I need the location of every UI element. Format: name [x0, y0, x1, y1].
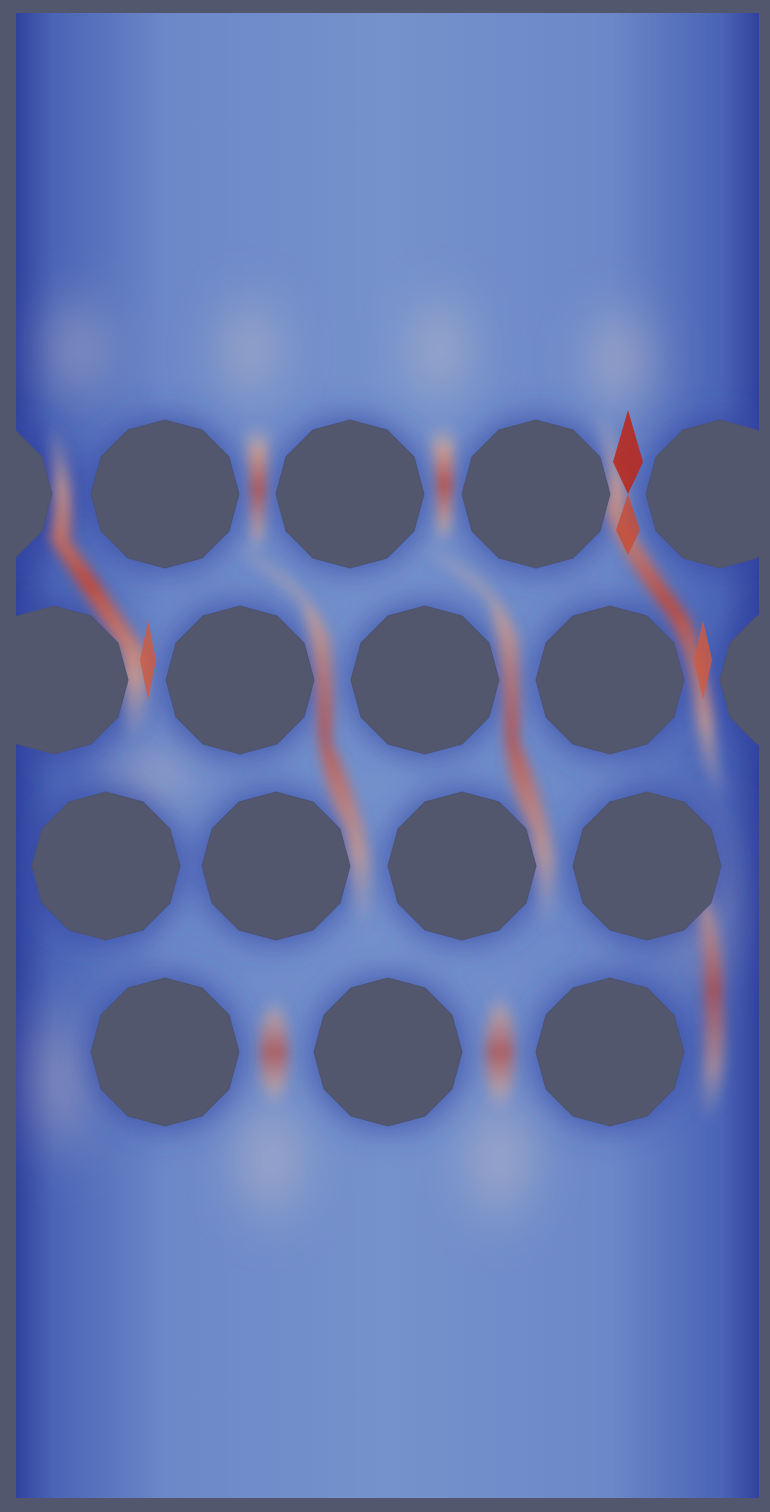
obstacle-r1-c3 — [461, 419, 611, 569]
obstacle-r2-c2 — [350, 605, 500, 755]
obstacle-r3-c3 — [572, 791, 722, 941]
obstacle-r4-c1 — [313, 977, 463, 1127]
obstacle-r4-c2 — [535, 977, 685, 1127]
obstacle-r2-c0 — [16, 605, 129, 755]
obstacle-r1-c4 — [645, 419, 759, 569]
obstacle-r1-c2 — [275, 419, 425, 569]
obstacle-r3-c1 — [201, 791, 351, 941]
obstacle-r3-c2 — [387, 791, 537, 941]
obstacle-r3-c0 — [31, 791, 181, 941]
obstacle-r1-c0 — [16, 430, 53, 558]
obstacle-r2-c4 — [719, 614, 759, 746]
obstacle-r2-c3 — [535, 605, 685, 755]
obstacle-r2-c1 — [165, 605, 315, 755]
obstacle-r1-c1 — [90, 419, 240, 569]
hotspot-layer — [140, 410, 712, 700]
obstacle-group — [16, 419, 759, 1127]
obstacle-r4-c0 — [90, 977, 240, 1127]
